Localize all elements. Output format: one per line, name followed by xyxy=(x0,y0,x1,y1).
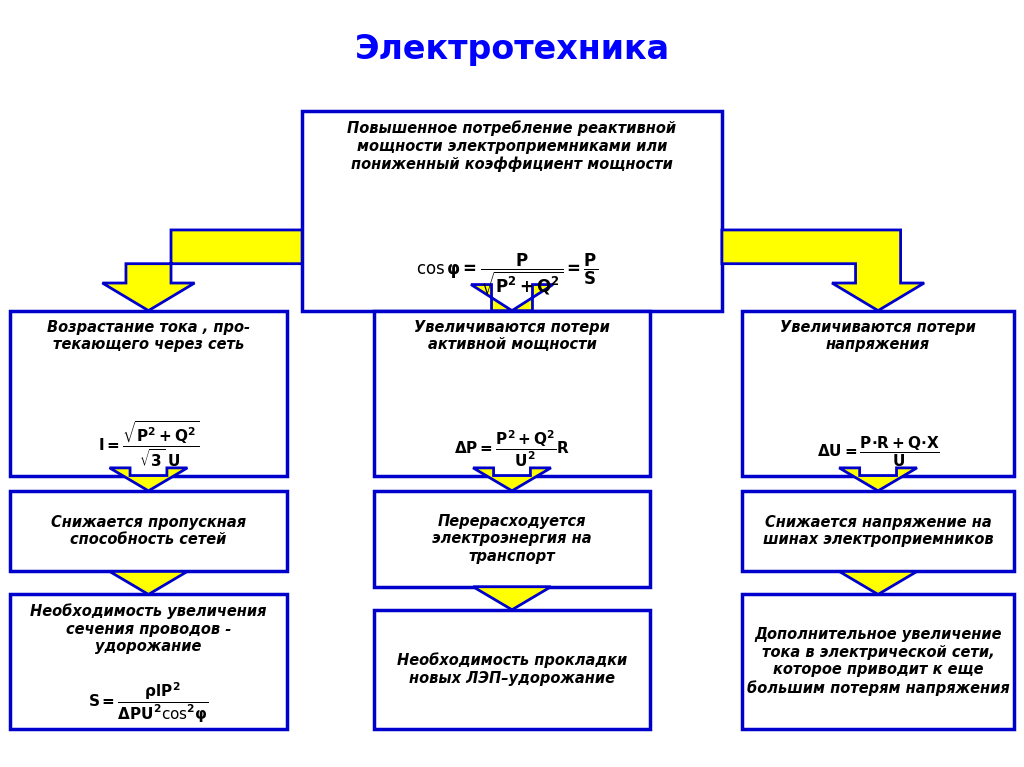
Polygon shape xyxy=(839,468,918,491)
Polygon shape xyxy=(473,587,551,610)
Polygon shape xyxy=(722,230,924,311)
Text: $\mathbf{I=\dfrac{\sqrt{P^2+Q^2}}{\sqrt{3}\;U}}$: $\mathbf{I=\dfrac{\sqrt{P^2+Q^2}}{\sqrt{… xyxy=(98,420,199,469)
Text: $\mathbf{\Delta U=\dfrac{P{\cdot}R+Q{\cdot}X}{U}}$: $\mathbf{\Delta U=\dfrac{P{\cdot}R+Q{\cd… xyxy=(817,435,939,469)
Polygon shape xyxy=(102,230,302,311)
Text: Перерасходуется
электроэнергия на
транспорт: Перерасходуется электроэнергия на трансп… xyxy=(432,514,592,564)
Text: Возрастание тока , про-
текающего через сеть: Возрастание тока , про- текающего через … xyxy=(47,320,250,352)
Text: Дополнительное увеличение
тока в электрической сети,
которое приводит к еще
боль: Дополнительное увеличение тока в электри… xyxy=(746,627,1010,696)
Text: Электротехника: Электротехника xyxy=(354,33,670,67)
FancyBboxPatch shape xyxy=(374,610,650,729)
Text: $\mathbf{\Delta P=\dfrac{P^2+Q^2}{U^2}R}$: $\mathbf{\Delta P=\dfrac{P^2+Q^2}{U^2}R}… xyxy=(454,430,570,469)
Polygon shape xyxy=(839,571,918,594)
FancyBboxPatch shape xyxy=(742,594,1014,729)
FancyBboxPatch shape xyxy=(374,491,650,587)
FancyBboxPatch shape xyxy=(742,491,1014,571)
FancyBboxPatch shape xyxy=(302,111,722,311)
Polygon shape xyxy=(473,468,551,491)
Text: Снижается напряжение на
шинах электроприемников: Снижается напряжение на шинах электропри… xyxy=(763,515,993,548)
FancyBboxPatch shape xyxy=(10,311,287,476)
Polygon shape xyxy=(471,285,553,311)
Text: Увеличиваются потери
напряжения: Увеличиваются потери напряжения xyxy=(780,320,976,352)
Polygon shape xyxy=(110,468,187,491)
Text: Необходимость прокладки
новых ЛЭП–удорожание: Необходимость прокладки новых ЛЭП–удорож… xyxy=(397,653,627,686)
FancyBboxPatch shape xyxy=(10,491,287,571)
FancyBboxPatch shape xyxy=(10,594,287,729)
FancyBboxPatch shape xyxy=(742,311,1014,476)
Text: Увеличиваются потери
активной мощности: Увеличиваются потери активной мощности xyxy=(414,320,610,352)
FancyBboxPatch shape xyxy=(374,311,650,476)
Text: Повышенное потребление реактивной
мощности электроприемниками или
пониженный коэ: Повышенное потребление реактивной мощнос… xyxy=(347,120,677,172)
Text: $\mathbf{\cos\varphi=\dfrac{P}{\sqrt{P^2+Q^2}}=\dfrac{P}{S}}$: $\mathbf{\cos\varphi=\dfrac{P}{\sqrt{P^2… xyxy=(416,252,598,297)
Text: $\mathbf{S=\dfrac{\rho l P^2}{\Delta P U^2\cos^2\!\varphi}}$: $\mathbf{S=\dfrac{\rho l P^2}{\Delta P U… xyxy=(88,680,209,725)
Text: Снижается пропускная
способность сетей: Снижается пропускная способность сетей xyxy=(51,515,246,548)
Text: Необходимость увеличения
сечения проводов -
удорожание: Необходимость увеличения сечения проводо… xyxy=(31,604,266,654)
Polygon shape xyxy=(110,571,187,594)
